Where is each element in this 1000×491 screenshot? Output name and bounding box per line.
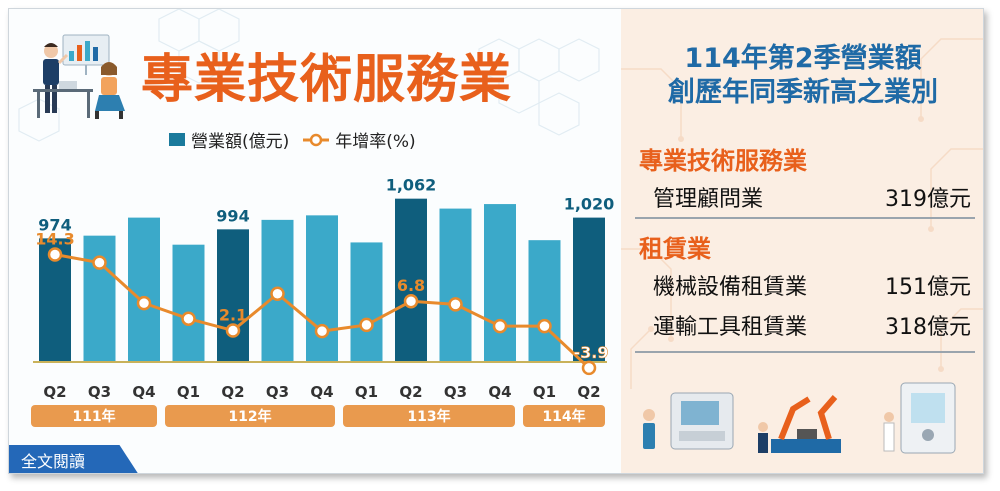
- legend-bar-swatch: [169, 133, 185, 146]
- office-meeting-illustration: [33, 34, 125, 119]
- legend-item-growth: 年增率(%): [303, 127, 416, 152]
- growth-point: [225, 323, 241, 338]
- robot-arm-icon: [758, 395, 841, 453]
- quarter-tick-label: Q2: [577, 383, 600, 401]
- industry-row-transport-rental: 運輸工具租賃業 318億元: [653, 309, 971, 341]
- industry-value: 319億元: [885, 187, 971, 212]
- revenue-bar: [528, 240, 561, 362]
- revenue-bar: [573, 217, 605, 362]
- industry-value: 151億元: [885, 275, 971, 300]
- legend-label-revenue: 營業額(億元): [191, 132, 290, 152]
- revenue-bar: [83, 235, 116, 362]
- growth-point: [537, 318, 552, 334]
- industry-name: 運輸工具租賃業: [653, 315, 808, 340]
- quarter-tick-label: Q3: [88, 383, 111, 401]
- quarter-tick-label: Q4: [132, 383, 155, 401]
- page-title: 專業技術服務業: [141, 50, 513, 110]
- bar-value-label: 994: [216, 206, 249, 225]
- circuit-background: [621, 38, 983, 389]
- industry-name: 機械設備租賃業: [653, 275, 808, 300]
- industry-row-management-consulting: 管理顧問業 319億元: [653, 181, 971, 213]
- growth-point: [314, 323, 330, 339]
- quarter-tick-label: Q2: [43, 383, 66, 401]
- growth-point: [47, 247, 63, 262]
- quarter-tick-label: Q4: [310, 383, 333, 401]
- bar-value-label: 1,062: [386, 176, 437, 195]
- growth-value-label: -3.9: [574, 343, 609, 362]
- revenue-bar: [128, 217, 160, 362]
- industrial-unit-icon: [883, 382, 956, 454]
- section-divider: [635, 217, 975, 219]
- revenue-bar: [484, 204, 516, 362]
- chart-legend: 營業額(億元) 年增率(%): [169, 127, 416, 152]
- growth-point: [92, 255, 107, 270]
- growth-point: [492, 318, 508, 334]
- industry-row-machinery-rental: 機械設備租賃業 151億元: [653, 269, 971, 301]
- legend-item-revenue: 營業額(億元): [169, 127, 289, 152]
- cnc-machine-icon: [643, 392, 734, 450]
- section-title-rental: 租賃業: [639, 235, 711, 263]
- section-title-professional: 專業技術服務業: [639, 147, 807, 175]
- quarter-tick-label: Q2: [221, 383, 244, 401]
- highlight-panel: 114年第2季營業額 創歷年同季新高之業別 專業技術服務業 管理顧問業 319億…: [621, 9, 983, 473]
- headline: 114年第2季營業額 創歷年同季新高之業別: [631, 42, 975, 110]
- revenue-bar: [439, 208, 472, 362]
- quarter-tick-label: Q1: [533, 383, 556, 401]
- growth-point: [359, 317, 374, 333]
- revenue-bar: [350, 242, 383, 362]
- revenue-bar: [172, 244, 205, 362]
- year-band-112: 112年: [165, 405, 335, 427]
- industry-name: 管理顧問業: [653, 187, 764, 212]
- legend-line-swatch: [303, 133, 330, 146]
- growth-value-label: 6.8: [397, 276, 425, 295]
- year-band-113: 113年: [343, 405, 515, 427]
- growth-value-label: 14.3: [35, 230, 74, 249]
- bar-value-label: 1,020: [564, 195, 615, 214]
- quarter-tick-label: Q1: [355, 383, 378, 401]
- growth-point: [136, 295, 152, 311]
- section-divider: [635, 351, 975, 353]
- infographic-frame: 專業技術服務業 營業額(億元) 年增率(%) 974 994 1,062 1,020 1…: [8, 8, 984, 474]
- quarter-tick-label: Q3: [266, 383, 289, 401]
- quarter-tick-label: Q2: [399, 383, 422, 401]
- year-band-111: 111年: [31, 405, 157, 427]
- read-full-text-button[interactable]: 全文閱讀: [9, 445, 139, 473]
- headline-line-1: 114年第2季營業額: [684, 43, 922, 74]
- quarter-tick-label: Q4: [488, 383, 511, 401]
- revenue-growth-chart: 974 994 1,062 1,020 14.3 2.1 6.8 -3.9 Q2 Q3 Q4 Q1 Q2…: [33, 176, 615, 401]
- bar-value-label: 974: [38, 215, 71, 234]
- growth-point: [448, 297, 463, 312]
- growth-point: [403, 293, 419, 309]
- revenue-bar: [306, 215, 338, 362]
- year-band-114: 114年: [523, 405, 605, 427]
- legend-label-growth: 年增率(%): [335, 132, 416, 152]
- growth-point: [270, 286, 285, 302]
- machinery-illustration: [643, 382, 956, 454]
- hexagon-background: [18, 9, 600, 142]
- headline-line-2: 創歷年同季新高之業別: [668, 77, 938, 108]
- revenue-bar: [217, 229, 249, 362]
- growth-point: [581, 360, 597, 376]
- revenue-bar: [395, 198, 427, 362]
- quarter-tick-label: Q1: [177, 383, 200, 401]
- industry-value: 318億元: [885, 315, 971, 340]
- growth-point: [181, 311, 196, 326]
- quarter-tick-label: Q3: [444, 383, 467, 401]
- growth-value-label: 2.1: [219, 306, 247, 325]
